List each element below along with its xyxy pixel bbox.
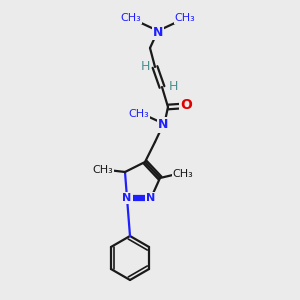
Text: CH₃: CH₃ xyxy=(93,165,113,175)
Text: N: N xyxy=(146,193,156,203)
Text: CH₃: CH₃ xyxy=(175,13,195,23)
Text: CH₃: CH₃ xyxy=(121,13,141,23)
Text: O: O xyxy=(180,98,192,112)
Text: CH₃: CH₃ xyxy=(129,109,149,119)
Text: N: N xyxy=(122,193,132,203)
Text: CH₃: CH₃ xyxy=(172,169,194,179)
Text: H: H xyxy=(140,59,150,73)
Text: N: N xyxy=(153,26,163,38)
Text: H: H xyxy=(168,80,178,92)
Text: N: N xyxy=(158,118,168,131)
